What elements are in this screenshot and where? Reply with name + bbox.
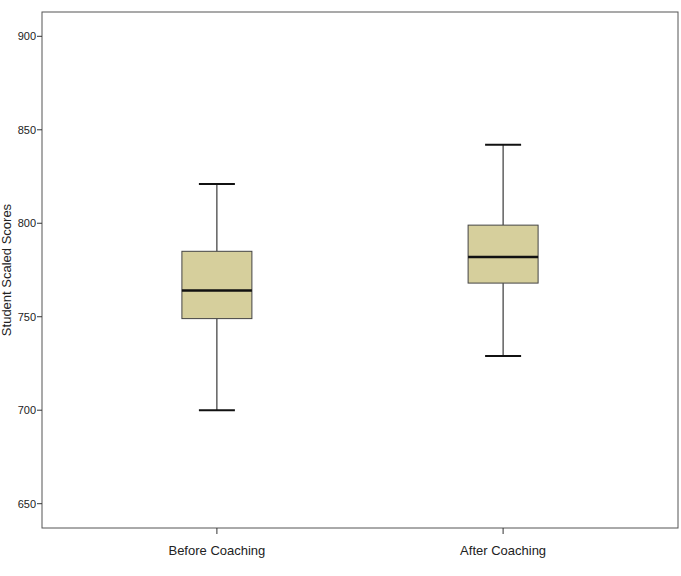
- median-line: [182, 289, 252, 292]
- x-tick: [503, 528, 504, 534]
- boxes: [182, 145, 538, 410]
- max-cap: [485, 144, 521, 146]
- y-tick: [37, 503, 42, 504]
- plot-frame: [42, 12, 678, 528]
- box: [182, 251, 252, 318]
- max-cap: [199, 183, 235, 185]
- x-tick-label: Before Coaching: [168, 543, 265, 558]
- median-line: [468, 256, 538, 259]
- upper-whisker: [216, 184, 217, 251]
- box: [468, 225, 538, 283]
- y-tick: [37, 223, 42, 224]
- y-axis-label: Student Scaled Scores: [0, 203, 14, 336]
- chart-container: 650 700 750 800 850 900 Student Scaled Scores B…: [0, 0, 681, 576]
- y-tick: [37, 316, 42, 317]
- y-tick: [37, 36, 42, 37]
- upper-whisker: [503, 145, 504, 225]
- y-tick-label: 650: [18, 498, 36, 510]
- y-tick-label: 750: [18, 311, 36, 323]
- chart: 650 700 750 800 850 900 Student Scaled Scores B…: [0, 0, 681, 576]
- y-tick-label: 700: [18, 404, 36, 416]
- y-tick-label: 850: [18, 124, 36, 136]
- x-tick: [216, 528, 217, 534]
- x-tick-label: After Coaching: [460, 543, 546, 558]
- y-tick: [37, 129, 42, 130]
- lower-whisker: [503, 283, 504, 356]
- lower-whisker: [216, 319, 217, 411]
- y-tick-label: 800: [18, 217, 36, 229]
- min-cap: [199, 409, 235, 411]
- min-cap: [485, 355, 521, 357]
- y-tick: [37, 410, 42, 411]
- y-tick-label: 900: [18, 30, 36, 42]
